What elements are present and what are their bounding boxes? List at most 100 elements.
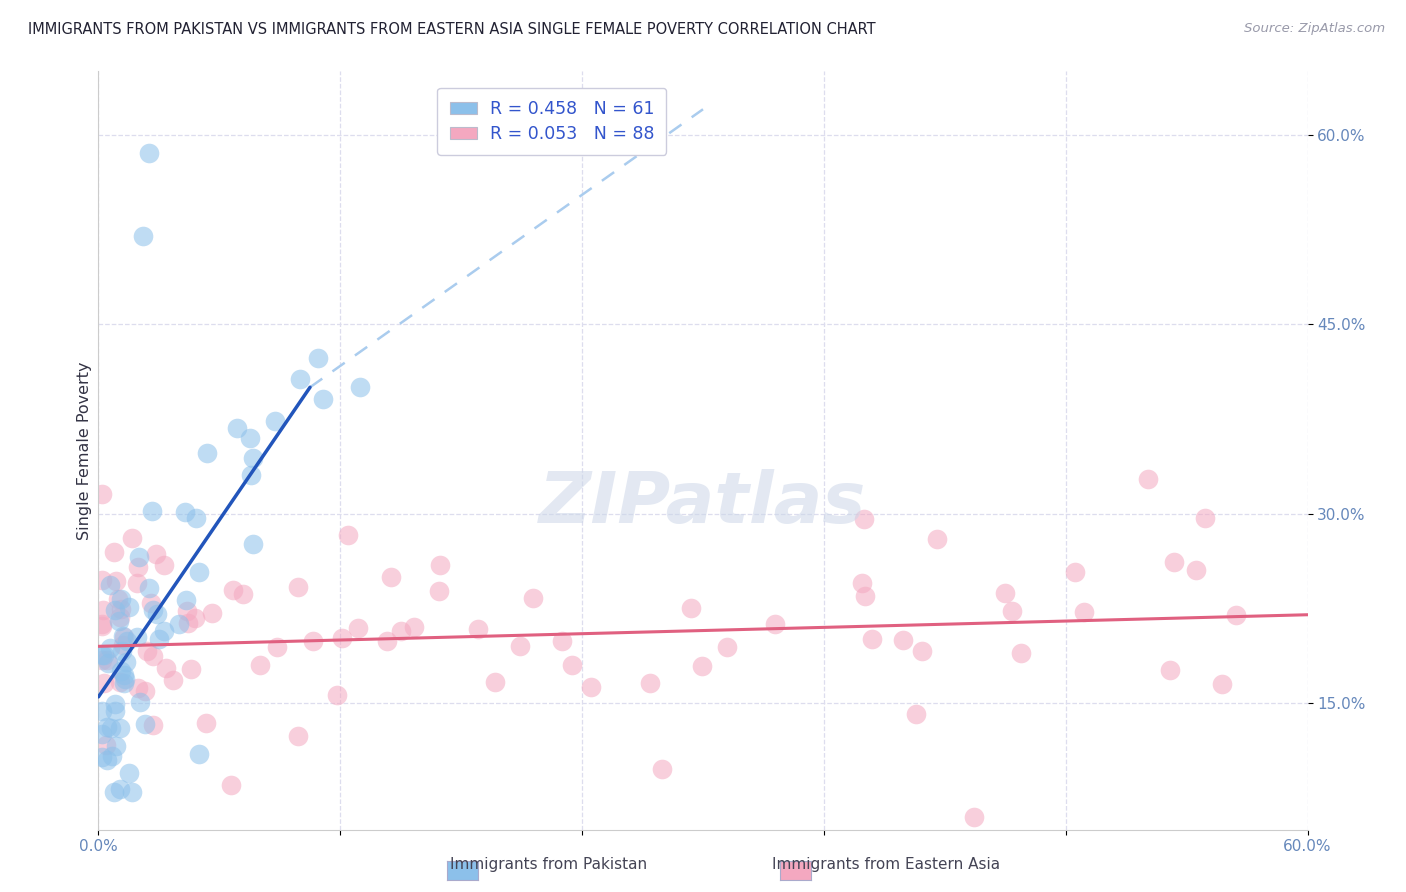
- Point: [142, 602, 165, 616]
- Point: [404, 619, 426, 633]
- Text: IMMIGRANTS FROM PAKISTAN VS IMMIGRANTS FROM EASTERN ASIA SINGLE FEMALE POVERTY C: IMMIGRANTS FROM PAKISTAN VS IMMIGRANTS F…: [28, 22, 876, 37]
- Point: [112, 668, 135, 682]
- Point: [239, 467, 262, 482]
- Point: [188, 747, 211, 761]
- Point: [114, 673, 136, 687]
- Point: [110, 664, 132, 678]
- Point: [169, 617, 191, 632]
- Point: [184, 511, 207, 525]
- Point: [91, 487, 114, 501]
- Point: [561, 657, 583, 672]
- Point: [484, 674, 506, 689]
- Point: [117, 633, 139, 648]
- Point: [195, 716, 218, 731]
- Point: [522, 591, 544, 605]
- Point: [118, 600, 141, 615]
- Point: [128, 550, 150, 565]
- Point: [1137, 472, 1160, 486]
- Point: [242, 450, 264, 465]
- Point: [138, 146, 160, 161]
- Point: [287, 729, 309, 743]
- Point: [91, 573, 114, 587]
- Text: Immigrants from Eastern Asia: Immigrants from Eastern Asia: [772, 857, 1000, 872]
- Point: [112, 630, 135, 644]
- Point: [103, 785, 125, 799]
- Legend: R = 0.458   N = 61, R = 0.053   N = 88: R = 0.458 N = 61, R = 0.053 N = 88: [437, 87, 666, 155]
- Point: [239, 431, 262, 445]
- Point: [389, 624, 412, 639]
- Point: [925, 532, 948, 546]
- Point: [111, 638, 134, 652]
- Point: [1073, 605, 1095, 619]
- Point: [111, 644, 134, 658]
- Point: [581, 680, 603, 694]
- Point: [1159, 663, 1181, 677]
- Point: [112, 676, 135, 690]
- Point: [232, 587, 254, 601]
- Point: [141, 504, 163, 518]
- Point: [177, 615, 200, 630]
- Point: [225, 420, 247, 434]
- Point: [96, 752, 118, 766]
- Text: Immigrants from Pakistan: Immigrants from Pakistan: [450, 857, 647, 872]
- Point: [91, 619, 114, 633]
- Point: [93, 648, 115, 662]
- Point: [174, 505, 197, 519]
- Point: [138, 582, 160, 596]
- Point: [91, 727, 114, 741]
- Point: [104, 704, 127, 718]
- Point: [111, 629, 134, 643]
- Point: [1225, 608, 1247, 623]
- Point: [127, 560, 149, 574]
- Point: [121, 785, 143, 799]
- Point: [136, 643, 159, 657]
- Point: [108, 610, 131, 624]
- Point: [851, 576, 873, 591]
- Point: [110, 602, 132, 616]
- Point: [91, 616, 114, 631]
- Point: [134, 684, 156, 698]
- Point: [195, 446, 218, 460]
- Point: [100, 721, 122, 735]
- Point: [242, 537, 264, 551]
- Point: [1001, 604, 1024, 618]
- Point: [141, 718, 163, 732]
- Point: [176, 604, 198, 618]
- Point: [103, 545, 125, 559]
- Y-axis label: Single Female Poverty: Single Female Poverty: [77, 361, 91, 540]
- Point: [307, 351, 329, 366]
- Point: [763, 616, 786, 631]
- Point: [132, 228, 155, 243]
- Point: [127, 681, 149, 695]
- Point: [1194, 511, 1216, 525]
- Point: [91, 648, 114, 663]
- Point: [104, 574, 127, 588]
- Point: [312, 392, 335, 406]
- Point: [330, 631, 353, 645]
- Point: [118, 765, 141, 780]
- Point: [467, 622, 489, 636]
- Point: [96, 653, 118, 667]
- Point: [153, 624, 176, 638]
- Point: [263, 414, 285, 428]
- Point: [142, 649, 165, 664]
- Point: [134, 717, 156, 731]
- Point: [429, 558, 451, 573]
- Point: [222, 583, 245, 598]
- Point: [91, 653, 114, 667]
- Point: [219, 778, 242, 792]
- Point: [145, 547, 167, 561]
- Point: [994, 585, 1017, 599]
- Point: [911, 644, 934, 658]
- Point: [115, 655, 138, 669]
- Point: [509, 639, 531, 653]
- Point: [1163, 555, 1185, 569]
- Point: [1064, 566, 1087, 580]
- Point: [162, 673, 184, 688]
- Point: [91, 603, 114, 617]
- Point: [853, 512, 876, 526]
- Point: [96, 720, 118, 734]
- Point: [1185, 563, 1208, 577]
- Point: [141, 596, 163, 610]
- Point: [104, 739, 127, 753]
